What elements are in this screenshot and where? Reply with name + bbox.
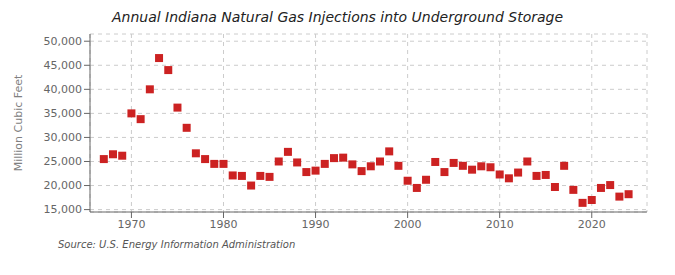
svg-text:20,000: 20,000: [44, 179, 83, 192]
svg-text:2010: 2010: [486, 218, 514, 231]
svg-text:Million Cubic Feet: Million Cubic Feet: [12, 74, 25, 171]
html-text:Source: U.S. Energy Informatio: Source: U.S. Energy Information Administ…: [58, 239, 296, 250]
svg-text:50,000: 50,000: [44, 35, 83, 48]
svg-text:2020: 2020: [578, 218, 606, 231]
svg-text:1980: 1980: [209, 218, 237, 231]
svg-text:2000: 2000: [394, 218, 422, 231]
html-text:Annual Indiana Natural Gas Inj: Annual Indiana Natural Gas Injections in…: [111, 9, 564, 25]
svg-text:40,000: 40,000: [44, 83, 83, 96]
svg-text:45,000: 45,000: [44, 59, 83, 72]
svg-text:15,000: 15,000: [44, 203, 83, 216]
svg-text:1990: 1990: [302, 218, 330, 231]
svg-text:35,000: 35,000: [44, 107, 83, 120]
svg-text:30,000: 30,000: [44, 131, 83, 144]
svg-text:25,000: 25,000: [44, 155, 83, 168]
svg-text:1970: 1970: [117, 218, 145, 231]
